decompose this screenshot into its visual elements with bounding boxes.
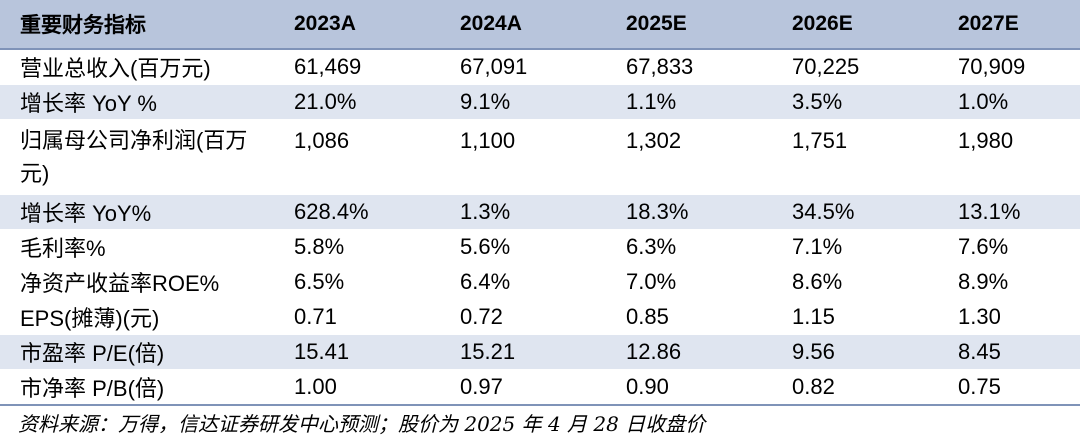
cell-value: 8.45 [936, 334, 1080, 370]
cell-value: 6.5% [272, 264, 438, 300]
header-2023a: 2023A [272, 0, 438, 50]
cell-value: 1.0% [936, 84, 1080, 120]
cell-value: 3.5% [770, 84, 936, 120]
cell-value: 6.4% [438, 264, 604, 300]
header-indicator: 重要财务指标 [0, 0, 272, 50]
cell-value: 67,091 [438, 49, 604, 85]
cell-value: 7.6% [936, 229, 1080, 265]
cell-value: 0.75 [936, 369, 1080, 406]
cell-value: 0.72 [438, 299, 604, 335]
cell-value: 0.82 [770, 369, 936, 406]
table-row: 市净率 P/B(倍) 1.00 0.97 0.90 0.82 0.75 [0, 369, 1080, 406]
cell-value: 1.30 [936, 299, 1080, 335]
table-row: 营业总收入(百万元) 61,469 67,091 67,833 70,225 70,909 [0, 49, 1080, 85]
row-label: 增长率 YoY% [0, 194, 272, 230]
cell-value: 61,469 [272, 49, 438, 85]
cell-value: 9.1% [438, 84, 604, 120]
header-2027e: 2027E [936, 0, 1080, 50]
row-label: 增长率 YoY % [0, 84, 272, 120]
cell-value: 628.4% [272, 194, 438, 230]
cell-value: 34.5% [770, 194, 936, 230]
row-label: 营业总收入(百万元) [0, 49, 272, 85]
cell-value: 1.1% [604, 84, 770, 120]
cell-value: 12.86 [604, 334, 770, 370]
cell-value: 1,302 [604, 119, 770, 195]
row-label: EPS(摊薄)(元) [0, 299, 272, 335]
cell-value: 6.3% [604, 229, 770, 265]
table-row: 增长率 YoY% 628.4% 1.3% 18.3% 34.5% 13.1% [0, 194, 1080, 230]
financial-indicators-table: 重要财务指标 2023A 2024A 2025E 2026E 2027E 营业总… [0, 0, 1080, 406]
table-row: 净资产收益率ROE% 6.5% 6.4% 7.0% 8.6% 8.9% [0, 264, 1080, 300]
table-header: 重要财务指标 2023A 2024A 2025E 2026E 2027E [0, 0, 1080, 50]
row-label: 市盈率 P/E(倍) [0, 334, 272, 370]
cell-value: 18.3% [604, 194, 770, 230]
cell-value: 7.0% [604, 264, 770, 300]
header-row: 重要财务指标 2023A 2024A 2025E 2026E 2027E [0, 0, 1080, 50]
cell-value: 7.1% [770, 229, 936, 265]
cell-value: 1,086 [272, 119, 438, 195]
cell-value: 0.90 [604, 369, 770, 406]
table-row: 毛利率% 5.8% 5.6% 6.3% 7.1% 7.6% [0, 229, 1080, 265]
cell-value: 9.56 [770, 334, 936, 370]
cell-value: 8.9% [936, 264, 1080, 300]
cell-value: 1.3% [438, 194, 604, 230]
cell-value: 15.21 [438, 334, 604, 370]
row-label: 毛利率% [0, 229, 272, 265]
cell-value: 1,100 [438, 119, 604, 195]
cell-value: 0.97 [438, 369, 604, 406]
cell-value: 1,751 [770, 119, 936, 195]
cell-value: 70,225 [770, 49, 936, 85]
cell-value: 8.6% [770, 264, 936, 300]
cell-value: 21.0% [272, 84, 438, 120]
row-label: 市净率 P/B(倍) [0, 369, 272, 406]
financial-indicators-table-container: 重要财务指标 2023A 2024A 2025E 2026E 2027E 营业总… [0, 0, 1080, 406]
cell-value: 0.85 [604, 299, 770, 335]
cell-value: 67,833 [604, 49, 770, 85]
cell-value: 70,909 [936, 49, 1080, 85]
cell-value: 5.8% [272, 229, 438, 265]
cell-value: 13.1% [936, 194, 1080, 230]
header-2026e: 2026E [770, 0, 936, 50]
table-body: 营业总收入(百万元) 61,469 67,091 67,833 70,225 70,909… [0, 49, 1080, 406]
row-label: 归属母公司净利润(百万元) [0, 119, 272, 195]
cell-value: 0.71 [272, 299, 438, 335]
header-2025e: 2025E [604, 0, 770, 50]
table-row: 增长率 YoY % 21.0% 9.1% 1.1% 3.5% 1.0% [0, 84, 1080, 120]
cell-value: 1,980 [936, 119, 1080, 195]
cell-value: 5.6% [438, 229, 604, 265]
row-label: 净资产收益率ROE% [0, 264, 272, 300]
table-row: 市盈率 P/E(倍) 15.41 15.21 12.86 9.56 8.45 [0, 334, 1080, 370]
cell-value: 1.15 [770, 299, 936, 335]
cell-value: 1.00 [272, 369, 438, 406]
table-row: EPS(摊薄)(元) 0.71 0.72 0.85 1.15 1.30 [0, 299, 1080, 335]
source-note: 资料来源：万得，信达证券研发中心预测；股价为 2025 年 4 月 28 日收盘… [18, 412, 706, 436]
table-row: 归属母公司净利润(百万元) 1,086 1,100 1,302 1,751 1,980 [0, 119, 1080, 195]
header-2024a: 2024A [438, 0, 604, 50]
cell-value: 15.41 [272, 334, 438, 370]
